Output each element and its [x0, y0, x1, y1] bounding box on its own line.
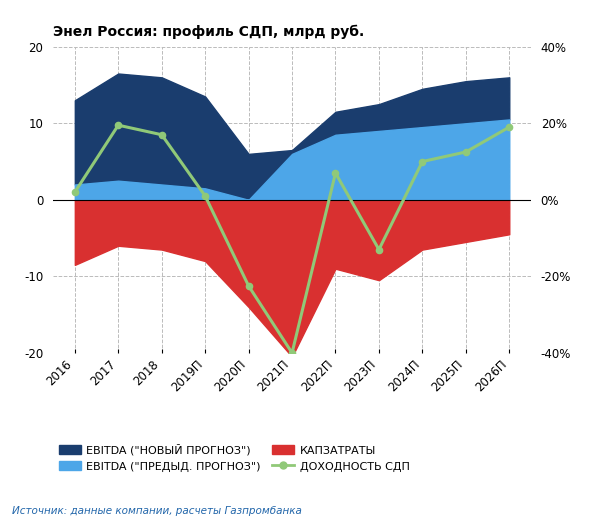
Text: Энел Россия: профиль СДП, млрд руб.: Энел Россия: профиль СДП, млрд руб. — [53, 24, 365, 38]
Text: Источник: данные компании, расчеты Газпромбанка: Источник: данные компании, расчеты Газпр… — [12, 507, 301, 516]
Legend: EBITDA ("НОВЫЙ ПРОГНОЗ"), EBITDA ("ПРЕДЫД. ПРОГНОЗ"), КАПЗАТРАТЫ, ДОХОДНОСТЬ СДП: EBITDA ("НОВЫЙ ПРОГНОЗ"), EBITDA ("ПРЕДЫ… — [58, 444, 409, 472]
